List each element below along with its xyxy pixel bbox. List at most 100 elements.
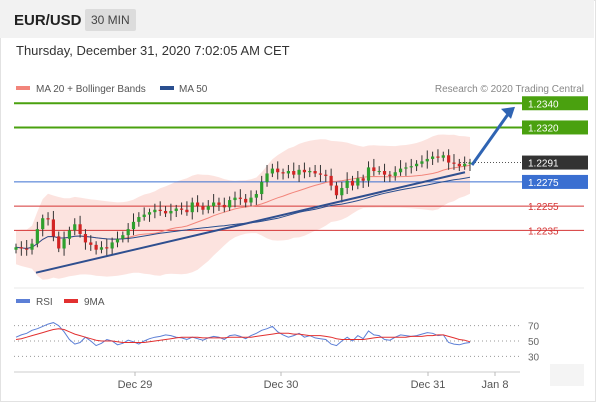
candle-body — [361, 178, 365, 181]
candle-body — [372, 167, 376, 172]
candle-body — [382, 171, 387, 175]
candle-body — [377, 171, 381, 173]
candle-body — [153, 209, 157, 213]
candle-body — [228, 200, 232, 208]
candle-body — [169, 210, 173, 214]
legend-swatch-ma50 — [160, 86, 174, 90]
candle-body — [414, 163, 419, 167]
forecast-arrow-head — [501, 106, 515, 119]
candle-body — [115, 238, 120, 243]
candle-body — [19, 247, 23, 249]
symbol-title: EUR/USD — [14, 12, 82, 29]
candle-body — [25, 248, 29, 250]
candlesticks — [14, 149, 472, 256]
candle-body — [163, 210, 168, 214]
candle-body — [463, 163, 467, 167]
candle-body — [14, 247, 18, 250]
credit-text: Research © 2020 Trading Central — [435, 84, 584, 95]
candle-body — [233, 197, 237, 201]
x-tick-label-dec-29: Dec 29 — [118, 379, 153, 391]
level-tag-1.2320 — [522, 120, 588, 135]
x-axis: Dec 29 Dec 30 Dec 31 Jan 8 — [118, 372, 509, 391]
candle-body — [190, 202, 194, 213]
candle-body — [468, 162, 472, 164]
trendline — [35, 171, 466, 274]
legend-swatch-rsi — [16, 299, 30, 303]
candle-body — [254, 194, 258, 198]
level-label-1.2255: 1.2255 — [528, 202, 559, 213]
x-tick-label-dec-30: Dec 30 — [264, 379, 299, 391]
candle-body — [270, 168, 274, 174]
candle-body — [179, 208, 184, 210]
candle-body — [313, 171, 317, 174]
candle-body — [67, 230, 72, 239]
date-line: Thursday, December 31, 2020 7:02:05 AM C… — [16, 43, 290, 58]
trend-graphics — [35, 106, 515, 274]
candle-body — [457, 163, 461, 167]
candle-body — [158, 209, 162, 211]
candle-body — [78, 224, 82, 234]
candle-body — [265, 173, 269, 182]
legend-label-ma50: MA 50 — [179, 84, 208, 95]
x-tick-label-dec-31: Dec 31 — [411, 379, 446, 391]
rsi-ma-line — [15, 328, 471, 343]
candle-body — [324, 174, 328, 176]
candle-body — [452, 162, 456, 164]
candle-body — [447, 155, 451, 163]
candle-body — [94, 244, 98, 250]
candle-body — [147, 212, 152, 215]
legend-label-9ma: 9MA — [84, 297, 105, 308]
level-label-1.2340: 1.2340 — [528, 99, 559, 110]
candle-body — [286, 171, 291, 174]
candle-body — [398, 168, 403, 173]
candle-body — [121, 235, 125, 239]
level-tag-1.2291 — [522, 155, 588, 170]
candle-body — [334, 185, 339, 196]
rsi-level-label-50: 50 — [528, 337, 540, 348]
legend-label-ma20: MA 20 + Bollinger Bands — [36, 84, 146, 95]
chart-header: EUR/USD 30 MIN — [0, 0, 594, 38]
candle-body — [425, 158, 429, 162]
candle-body — [30, 243, 34, 250]
candle-body — [89, 242, 93, 245]
candle-body — [238, 197, 242, 199]
candle-body — [222, 204, 226, 208]
timeframe-button[interactable]: 30 MIN — [85, 9, 136, 31]
candle-body — [441, 155, 445, 158]
candle-body — [276, 168, 280, 173]
candle-body — [212, 202, 216, 207]
price-labels: 1.2340 1.2320 1.2291 1.2275 1.2255 1.2235 — [522, 96, 588, 237]
x-tick-label-jan-8: Jan 8 — [482, 379, 509, 391]
level-label-1.2235: 1.2235 — [528, 226, 559, 237]
legend-swatch-ma20 — [16, 86, 30, 90]
candle-body — [35, 229, 39, 244]
legend-label-rsi: RSI — [36, 297, 53, 308]
level-label-1.2320: 1.2320 — [528, 123, 559, 134]
candle-body — [105, 247, 109, 249]
candle-body — [302, 169, 307, 173]
candle-body — [356, 178, 360, 186]
level-label-1.2291: 1.2291 — [528, 159, 559, 170]
candle-body — [388, 174, 392, 176]
scroll-control[interactable] — [550, 364, 584, 386]
candle-body — [308, 171, 312, 173]
candle-body — [73, 224, 77, 231]
candle-body — [436, 156, 440, 158]
candle-body — [318, 173, 323, 175]
candle-body — [131, 221, 136, 230]
rsi-level-label-30: 30 — [528, 352, 540, 363]
candle-body — [431, 156, 435, 159]
candle-body — [206, 206, 210, 210]
rsi-level-label-70: 70 — [528, 322, 540, 333]
legend-swatch-9ma — [64, 299, 78, 303]
candle-body — [195, 202, 200, 207]
candle-body — [281, 172, 285, 174]
candle-body — [350, 180, 355, 186]
candle-body — [393, 172, 397, 176]
candle-body — [174, 208, 178, 211]
candle-body — [217, 202, 221, 205]
candle-body — [99, 247, 104, 250]
candle-body — [142, 214, 146, 218]
candle-body — [260, 181, 264, 195]
candle-body — [297, 169, 301, 175]
